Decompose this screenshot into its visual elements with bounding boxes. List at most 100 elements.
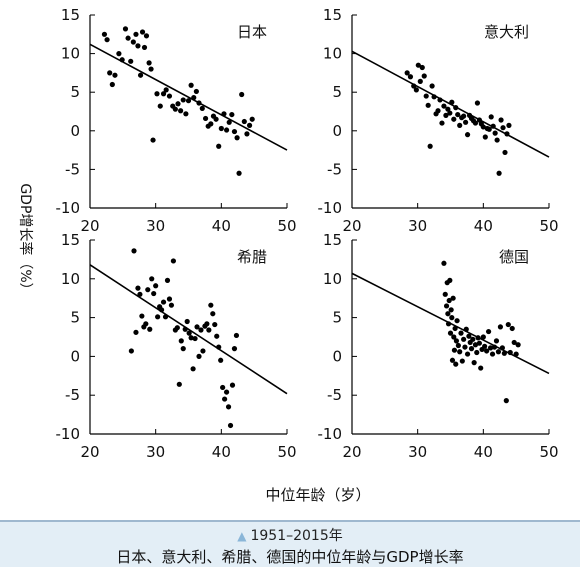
x-tick-label: 40 [474,217,493,235]
data-point [464,132,471,138]
data-point [104,37,110,43]
y-tick-label: -10 [318,425,343,443]
data-point [148,66,154,72]
data-point [139,29,146,35]
data-point [458,330,464,336]
caption-band: ▲ 1951–2015年 日本、意大利、希腊、德国的中位年龄与GDP增长率 [0,520,580,567]
data-point [233,332,240,339]
data-point [463,119,469,125]
data-point [449,357,456,363]
data-point [146,60,152,66]
data-point [153,283,159,289]
data-point [474,349,480,356]
y-axis-label: GDP增长率（%） [17,183,34,296]
x-tick-label: 30 [408,217,427,235]
data-point [449,315,455,321]
x-axis-label: 中位年龄（岁） [265,486,370,504]
data-point [122,26,129,32]
data-point [210,311,216,317]
data-point [116,51,122,57]
data-point [178,108,184,114]
data-point [125,35,131,41]
data-point [462,344,468,350]
data-point [231,346,238,352]
x-tick-label: 50 [539,443,558,461]
x-tick-label: 40 [212,443,231,461]
data-point [471,360,477,366]
data-point [206,327,212,333]
data-point [461,336,467,342]
data-point [107,70,113,76]
data-point [502,149,508,156]
data-point [498,117,504,123]
data-point [166,93,173,99]
data-point [128,58,134,64]
data-point [180,346,186,352]
y-tick-label: 5 [70,83,80,101]
data-point [119,57,125,63]
y-tick-label: 15 [61,231,80,249]
y-tick-label: -5 [327,160,342,178]
data-point [196,100,202,106]
data-point [482,134,488,140]
data-point [183,111,189,117]
data-point [229,111,235,118]
data-point [184,318,190,325]
data-point [470,336,476,342]
y-tick-label: 10 [61,270,80,288]
data-point [216,143,222,149]
data-point [505,321,511,328]
data-point [185,98,192,104]
data-point [503,398,509,404]
data-point [225,404,232,410]
y-tick-label: 10 [323,270,342,288]
panel-title: 意大利 [484,23,529,41]
data-point [445,321,452,327]
data-point [145,287,151,293]
data-point [472,342,479,348]
data-point [137,291,143,297]
data-point [139,313,145,319]
data-point [511,339,517,346]
data-point [101,31,108,37]
data-point [239,91,245,98]
y-tick-label: 15 [323,6,342,24]
y-tick-label: 15 [61,6,80,24]
y-tick-label: 5 [332,309,342,327]
data-point [218,125,224,132]
data-point [231,128,238,135]
data-point [482,343,488,349]
caption-date-text: 1951–2015年 [250,528,343,544]
data-point [112,72,118,78]
data-point [431,94,437,100]
caption-title: 日本、意大利、希腊、德国的中位年龄与GDP增长率 [116,548,464,566]
data-point [160,299,167,305]
y-tick-label: 0 [70,122,80,140]
data-point [451,347,458,353]
data-point [202,115,209,122]
data-point [212,321,218,328]
data-point [466,333,472,339]
data-point [221,111,227,117]
data-point [249,116,255,122]
data-point [193,88,199,95]
data-point [489,351,496,357]
data-point [445,106,451,112]
data-point [442,291,448,297]
data-point [476,340,482,346]
data-point [135,43,141,49]
data-point [143,321,149,327]
panel-title: 德国 [499,248,529,266]
data-point [454,318,460,324]
data-point [198,327,204,333]
data-point [496,170,502,176]
data-point [155,314,161,320]
data-point [220,384,226,391]
y-tick-label: -5 [65,386,80,404]
data-point [194,324,200,330]
data-point [236,170,242,176]
data-point [492,130,498,136]
